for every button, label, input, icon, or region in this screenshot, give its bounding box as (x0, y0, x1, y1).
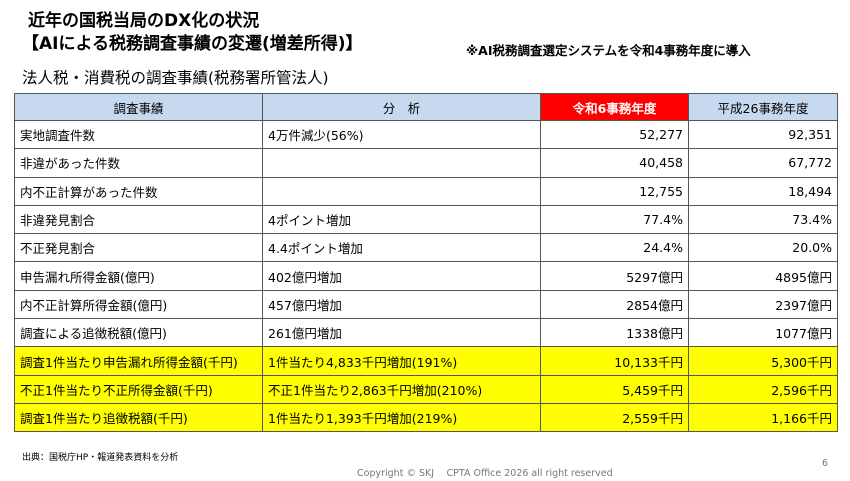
row-r6-value-cell: 5,459千円 (540, 374, 689, 404)
row-analysis-cell: 4万件減少(56%) (262, 119, 541, 150)
row-item-cell: 内不正計算所得金額(億円) (14, 289, 263, 320)
row-item-cell: 内不正計算があった件数 (14, 176, 263, 206)
row-h26-value-cell: 2397億円 (688, 289, 838, 320)
row-h26-value-cell: 4895億円 (688, 261, 838, 291)
row-r6-value-cell: 5297億円 (540, 261, 689, 291)
table-header-row: 調査事績 分 析 令和6事務年度 平成26事務年度 (14, 93, 838, 121)
page-number: 6 (822, 458, 829, 469)
copyright: Copyright © SKJ CPTA Office 2026 all rig… (357, 468, 613, 479)
row-h26-value-cell: 67,772 (688, 148, 838, 178)
row-item-cell: 調査1件当たり追徴税額(千円) (14, 402, 263, 433)
ai-system-note: ※AI税務調査選定システムを令和4事務年度に導入 (466, 43, 751, 58)
row-analysis-cell: 4.4ポイント増加 (262, 233, 541, 263)
row-analysis-cell (262, 148, 541, 178)
row-r6-value-cell: 2854億円 (540, 289, 689, 320)
table-row: 内不正計算所得金額(億円) 457億円増加 2854億円 2397億円 (14, 289, 838, 320)
column-header-item: 調査事績 (14, 93, 263, 121)
row-analysis-cell: 1件当たり4,833千円増加(191%) (262, 346, 541, 376)
row-item-cell: 不正1件当たり不正所得金額(千円) (14, 374, 263, 404)
row-r6-value-cell: 24.4% (540, 233, 689, 263)
table-row: 非違発見割合 4ポイント増加 77.4% 73.4% (14, 204, 838, 235)
row-item-cell: 不正発見割合 (14, 233, 263, 263)
row-r6-value-cell: 12,755 (540, 176, 689, 206)
column-header-r6: 令和6事務年度 (540, 93, 689, 121)
slide-subtitle: 【AIによる税務調査事績の変遷(増差所得)】 (22, 34, 363, 54)
row-analysis-cell: 402億円増加 (262, 261, 541, 291)
row-h26-value-cell: 18,494 (688, 176, 838, 206)
source-note: 出典：国税庁HP・報道発表資料を分析 (22, 453, 179, 463)
row-item-cell: 調査1件当たり申告漏れ所得金額(千円) (14, 346, 263, 376)
row-analysis-cell: 1件当たり1,393千円増加(219%) (262, 402, 541, 433)
table-row: 不正発見割合 4.4ポイント増加 24.4% 20.0% (14, 233, 838, 263)
row-item-cell: 非違があった件数 (14, 148, 263, 178)
row-analysis-cell: 457億円増加 (262, 289, 541, 320)
table-row: 実地調査件数 4万件減少(56%) 52,277 92,351 (14, 119, 838, 150)
row-item-cell: 調査による追徴税額(億円) (14, 318, 263, 348)
slide-title: 近年の国税当局のDX化の状況 (28, 11, 260, 31)
table-row: 内不正計算があった件数 12,755 18,494 (14, 176, 838, 206)
row-item-cell: 申告漏れ所得金額(億円) (14, 261, 263, 291)
row-h26-value-cell: 2,596千円 (688, 374, 838, 404)
table-row: 申告漏れ所得金額(億円) 402億円増加 5297億円 4895億円 (14, 261, 838, 291)
row-item-cell: 非違発見割合 (14, 204, 263, 235)
table-row: 調査1件当たり申告漏れ所得金額(千円) 1件当たり4,833千円増加(191%) 1… (14, 346, 838, 376)
table-row: 非違があった件数 40,458 67,772 (14, 148, 838, 178)
column-header-analysis: 分 析 (262, 93, 541, 121)
row-r6-value-cell: 2,559千円 (540, 402, 689, 433)
row-h26-value-cell: 20.0% (688, 233, 838, 263)
tax-audit-table: 調査事績 分 析 令和6事務年度 平成26事務年度 実地調査件数 4万件減少(56… (14, 93, 838, 433)
table-caption: 法人税・消費税の調査事績(税務署所管法人) (22, 69, 329, 87)
row-h26-value-cell: 5,300千円 (688, 346, 838, 376)
row-r6-value-cell: 10,133千円 (540, 346, 689, 376)
table-row: 調査1件当たり追徴税額(千円) 1件当たり1,393千円増加(219%) 2,559… (14, 402, 838, 433)
row-h26-value-cell: 92,351 (688, 119, 838, 150)
row-analysis-cell: 261億円増加 (262, 318, 541, 348)
row-analysis-cell: 4ポイント増加 (262, 204, 541, 235)
row-r6-value-cell: 40,458 (540, 148, 689, 178)
row-r6-value-cell: 77.4% (540, 204, 689, 235)
row-h26-value-cell: 1,166千円 (688, 402, 838, 433)
table-body: 実地調査件数 4万件減少(56%) 52,277 92,351 非違があった件数 40,4… (14, 119, 838, 433)
row-analysis-cell (262, 176, 541, 206)
row-r6-value-cell: 52,277 (540, 119, 689, 150)
row-r6-value-cell: 1338億円 (540, 318, 689, 348)
row-analysis-cell: 不正1件当たり2,863千円増加(210%) (262, 374, 541, 404)
row-h26-value-cell: 73.4% (688, 204, 838, 235)
row-h26-value-cell: 1077億円 (688, 318, 838, 348)
column-header-h26: 平成26事務年度 (688, 93, 838, 121)
row-item-cell: 実地調査件数 (14, 119, 263, 150)
table-row: 調査による追徴税額(億円) 261億円増加 1338億円 1077億円 (14, 318, 838, 348)
table-row: 不正1件当たり不正所得金額(千円) 不正1件当たり2,863千円増加(210%) 5… (14, 374, 838, 404)
